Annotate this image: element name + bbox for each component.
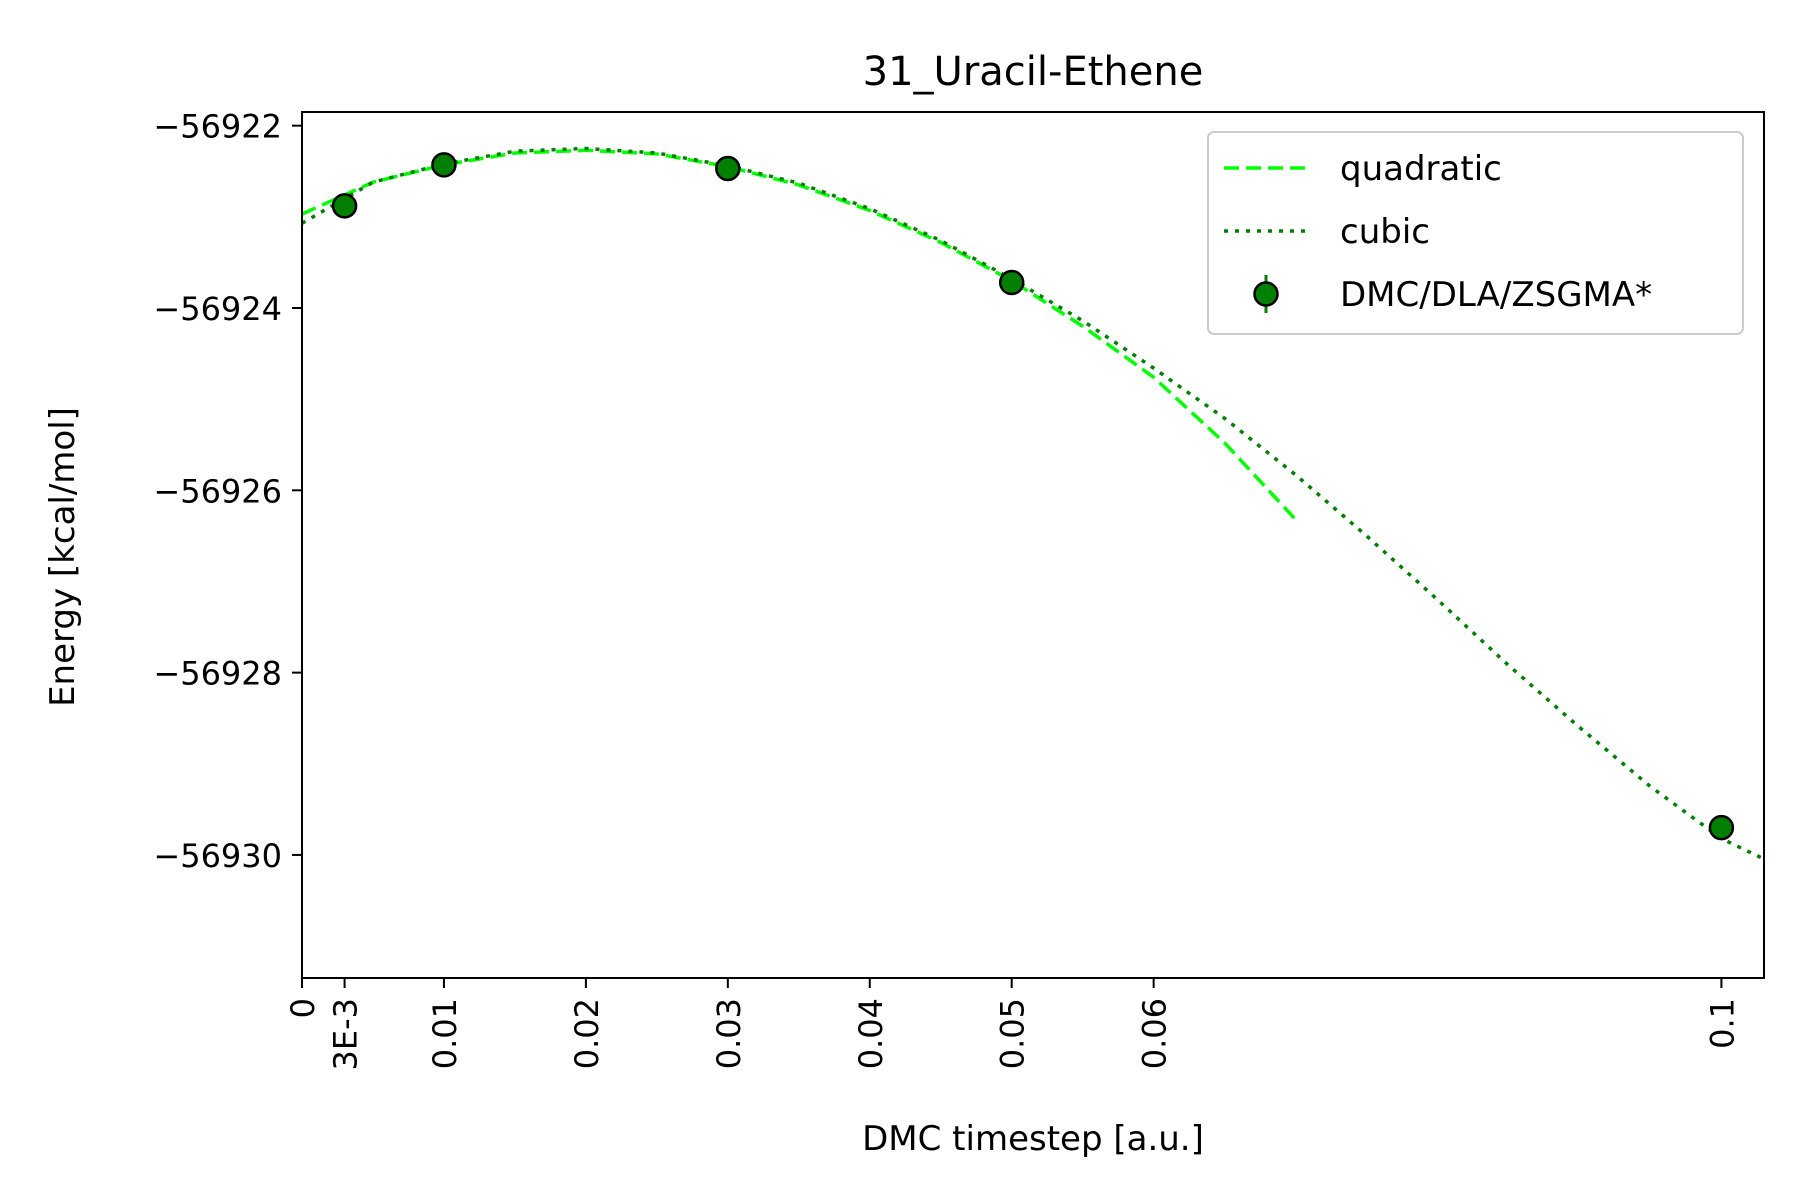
legend-label: cubic: [1340, 212, 1430, 252]
plot-area: [302, 146, 1762, 860]
legend-swatch-marker: [1253, 281, 1279, 307]
x-tick-label: 0.01: [426, 998, 464, 1069]
y-tick-label: −56930: [153, 837, 282, 875]
y-tick-label: −56922: [153, 108, 282, 146]
chart-title: 31_Uracil-Ethene: [863, 49, 1204, 95]
data-point: [1708, 814, 1735, 841]
data-point: [431, 152, 457, 178]
data-point: [715, 155, 741, 182]
x-tick-label: 0.06: [1136, 998, 1174, 1069]
x-tick-label: 3E-3: [327, 998, 365, 1070]
legend-box: [1207, 131, 1744, 335]
axis-ticks: 0 3E-3 0.01 0.02 0.03 0.04 0.05 0.06 0.1 −56922 −5…: [153, 108, 1765, 1070]
x-tick-label: 0.04: [852, 998, 890, 1069]
series-line-quadratic: [302, 148, 1297, 521]
x-tick-label: 0: [284, 998, 322, 1018]
y-tick-label: −56924: [153, 290, 282, 328]
data-point: [331, 193, 358, 219]
legend: quadratic cubic DMC/DLA/ZSGMA*: [1207, 131, 1744, 335]
legend-label: quadratic: [1340, 149, 1502, 189]
x-tick-label: 0.03: [710, 998, 748, 1069]
y-tick-label: −56928: [153, 655, 282, 693]
x-tick-label: 0.05: [994, 998, 1032, 1069]
data-point: [998, 269, 1025, 296]
x-tick-label: 0.02: [568, 998, 606, 1069]
x-axis-label: DMC timestep [a.u.]: [862, 1119, 1204, 1159]
y-tick-label: −56926: [153, 472, 282, 510]
x-tick-label: 0.1: [1703, 998, 1741, 1049]
y-axis-label: Energy [kcal/mol]: [43, 407, 83, 707]
legend-label: DMC/DLA/ZSGMA*: [1340, 275, 1652, 315]
plot-frame: [301, 111, 1765, 979]
